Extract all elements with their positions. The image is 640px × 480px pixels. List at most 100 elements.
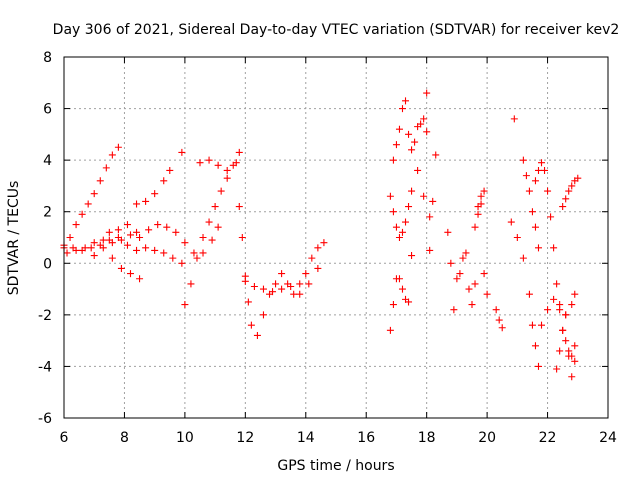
data-points bbox=[60, 89, 582, 381]
data-point bbox=[211, 203, 219, 211]
data-point bbox=[223, 174, 231, 182]
data-point bbox=[507, 218, 515, 226]
data-point bbox=[305, 280, 313, 288]
series-arc-09 bbox=[181, 148, 243, 309]
data-point bbox=[550, 244, 558, 252]
data-point bbox=[151, 246, 159, 254]
data-point bbox=[553, 365, 561, 373]
data-point bbox=[114, 226, 122, 234]
data-point bbox=[574, 174, 582, 182]
data-point bbox=[320, 239, 328, 247]
data-point bbox=[314, 264, 322, 272]
data-point bbox=[163, 223, 171, 231]
data-point bbox=[136, 234, 144, 241]
data-point bbox=[453, 275, 461, 283]
data-point bbox=[160, 249, 168, 257]
data-point bbox=[259, 311, 267, 319]
series-arc-16 bbox=[408, 151, 440, 260]
data-point bbox=[389, 301, 397, 309]
data-point bbox=[178, 148, 186, 156]
data-point bbox=[405, 298, 413, 306]
data-point bbox=[90, 252, 98, 260]
data-point bbox=[117, 264, 125, 272]
data-point bbox=[444, 228, 452, 236]
data-point bbox=[78, 210, 86, 218]
data-point bbox=[81, 244, 89, 252]
data-point bbox=[423, 89, 431, 97]
data-point bbox=[178, 259, 186, 267]
data-point bbox=[559, 203, 567, 211]
data-point bbox=[114, 234, 122, 241]
x-tick-label: 16 bbox=[357, 430, 375, 446]
data-point bbox=[72, 221, 80, 229]
series-arc-21 bbox=[510, 115, 518, 123]
data-point bbox=[232, 159, 240, 167]
data-point bbox=[142, 244, 150, 252]
data-point bbox=[123, 221, 131, 229]
data-point bbox=[547, 213, 555, 221]
series-arc-12 bbox=[241, 264, 322, 298]
data-point bbox=[145, 226, 153, 234]
data-point bbox=[235, 148, 243, 156]
data-point bbox=[525, 187, 533, 195]
data-point bbox=[465, 285, 473, 293]
data-point bbox=[477, 200, 485, 208]
y-tick-label: -6 bbox=[38, 411, 52, 427]
data-point bbox=[105, 228, 113, 236]
data-point bbox=[534, 166, 542, 174]
data-point bbox=[392, 223, 400, 231]
data-point bbox=[531, 177, 539, 185]
y-tick-label: -2 bbox=[38, 308, 52, 324]
data-point bbox=[544, 187, 552, 195]
data-point bbox=[498, 324, 506, 332]
data-point bbox=[568, 373, 576, 381]
data-point bbox=[99, 244, 107, 252]
data-point bbox=[290, 290, 298, 298]
data-point bbox=[272, 280, 280, 288]
data-point bbox=[462, 249, 470, 257]
x-tick-label: 20 bbox=[478, 430, 496, 446]
x-tick-labels: 6 8 10 12 14 16 18 20 22 24 bbox=[60, 430, 617, 446]
data-point bbox=[480, 187, 488, 195]
data-point bbox=[417, 120, 425, 128]
data-point bbox=[534, 362, 542, 370]
y-tick-labels: -6 -4 -2 0 2 4 6 8 bbox=[38, 50, 52, 427]
data-point bbox=[447, 259, 455, 267]
data-point bbox=[450, 306, 458, 314]
data-point bbox=[154, 221, 162, 229]
y-tick-label: 4 bbox=[43, 153, 52, 169]
x-tick-label: 14 bbox=[297, 430, 315, 446]
data-point bbox=[278, 270, 286, 278]
series-arc-11 bbox=[235, 203, 328, 339]
data-point bbox=[90, 190, 98, 198]
data-point bbox=[538, 159, 546, 167]
data-point bbox=[519, 254, 527, 262]
series-arc-17 bbox=[423, 89, 437, 254]
data-point bbox=[172, 228, 180, 236]
x-tick-label: 10 bbox=[176, 430, 194, 446]
data-point bbox=[568, 301, 576, 309]
chart-title: Day 306 of 2021, Sidereal Day-to-day VTE… bbox=[53, 22, 620, 38]
data-point bbox=[550, 295, 558, 303]
data-point bbox=[287, 282, 295, 290]
x-tick-label: 12 bbox=[236, 430, 254, 446]
data-point bbox=[259, 285, 267, 293]
data-point bbox=[420, 115, 428, 123]
data-point bbox=[571, 290, 579, 298]
series-arc-03 bbox=[63, 231, 144, 257]
data-point bbox=[408, 146, 416, 154]
data-point bbox=[426, 213, 434, 221]
data-point bbox=[278, 285, 286, 293]
plot-frame bbox=[63, 56, 609, 419]
data-point bbox=[199, 249, 207, 257]
data-point bbox=[108, 151, 116, 159]
data-point bbox=[556, 347, 564, 355]
data-point bbox=[99, 236, 107, 244]
data-point bbox=[241, 277, 249, 285]
data-point bbox=[250, 282, 258, 290]
series-arc-20 bbox=[492, 306, 506, 332]
data-point bbox=[534, 244, 542, 252]
data-point bbox=[492, 306, 500, 314]
data-point bbox=[432, 151, 440, 159]
data-point bbox=[114, 143, 122, 151]
